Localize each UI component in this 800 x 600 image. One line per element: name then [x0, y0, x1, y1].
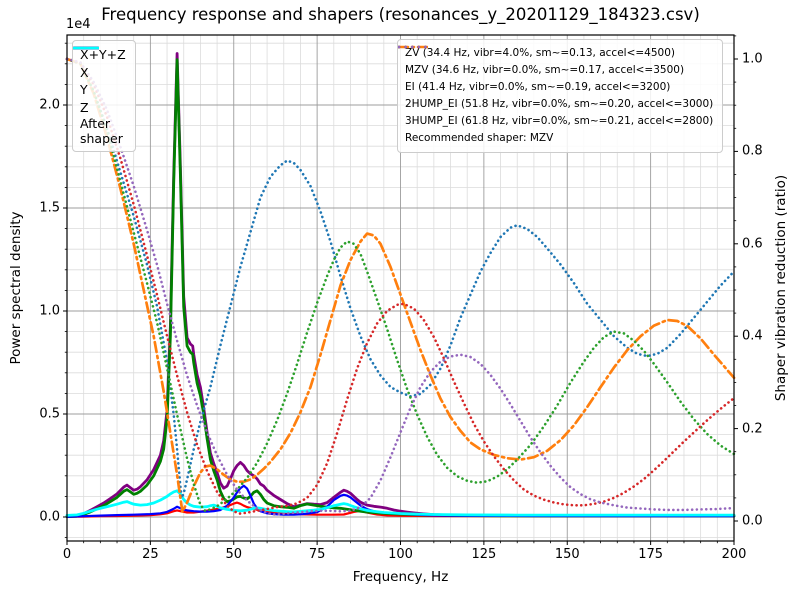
series-x-y-z [65, 52, 736, 518]
x-tick-label: 175 [638, 547, 664, 562]
chart-title: Frequency response and shapers (resonanc… [101, 5, 700, 24]
legend-shaper-label: EI (41.4 Hz, vibr=0.0%, sm~=0.19, accel<… [405, 81, 671, 93]
series-mzv [65, 57, 736, 514]
legend-psd: X+Y+Z X Y Z After shaper [72, 40, 136, 152]
legend-swatch-dotted [398, 45, 428, 49]
legend-psd-entry: X [73, 46, 126, 82]
legend-psd-label: Y [80, 82, 88, 98]
legend-shaper-label: ZV (34.4 Hz, vibr=4.0%, sm~=0.13, accel<… [405, 47, 675, 59]
legend-shaper-note-label: Recommended shaper: MZV [405, 132, 554, 144]
legend-shaper-entry: MZV (34.6 Hz, vibr=0.0%, sm~=0.17, accel… [398, 45, 713, 79]
x-tick-label: 75 [308, 547, 326, 562]
legend-shaper-note-entry: Recommended shaper: MZV [405, 130, 713, 147]
y-right-tick-label: 0.8 [742, 143, 763, 159]
legend-swatch-none [398, 40, 428, 54]
y-axis-offset-label: 1e4 [66, 17, 91, 32]
y-left-tick-label: 2.0 [39, 97, 60, 113]
legend-psd-label: After shaper [80, 116, 123, 146]
series-y [65, 58, 736, 518]
legend-shaper-entry: ZV (34.4 Hz, vibr=4.0%, sm~=0.13, accel<… [398, 45, 713, 62]
legend-shaper-label: 2HUMP_EI (51.8 Hz, vibr=0.0%, sm~=0.20, … [405, 98, 714, 110]
series-zv [65, 57, 736, 500]
legend-shaper-label: 3HUMP_EI (61.8 Hz, vibr=0.0%, sm~=0.21, … [405, 115, 714, 127]
y-right-tick-label: 0.4 [742, 328, 763, 344]
y-right-axis-label: Shaper vibration reduction (ratio) [773, 174, 789, 402]
x-tick-label: 25 [142, 547, 159, 562]
series-3hump-ei [65, 57, 736, 516]
legend-psd-entry: Y [73, 46, 126, 99]
y-left-tick-label: 0.0 [39, 509, 60, 525]
y-left-tick-label: 1.0 [39, 303, 60, 319]
x-axis-label: Frequency, Hz [352, 569, 449, 585]
legend-swatch-solid [73, 46, 99, 50]
legend-shaper-label: MZV (34.6 Hz, vibr=0.0%, sm~=0.17, accel… [405, 64, 685, 76]
series-ei [65, 57, 736, 513]
y-right-tick-label: 0.2 [742, 421, 763, 437]
legend-shapers: ZV (34.4 Hz, vibr=4.0%, sm~=0.13, accel<… [397, 39, 724, 153]
series-after-shaper [65, 489, 736, 517]
legend-psd-label: X+Y+Z [80, 47, 126, 63]
legend-psd-entry: After shaper [73, 46, 126, 146]
y-left-axis-label: Power spectral density [8, 211, 24, 365]
series-2hump-ei [65, 57, 736, 515]
y-right-tick-label: 1.0 [742, 51, 763, 67]
x-tick-label: 150 [554, 547, 580, 562]
x-tick-label: 200 [721, 547, 747, 562]
legend-shaper-entry: 3HUMP_EI (61.8 Hz, vibr=0.0%, sm~=0.21, … [398, 45, 714, 130]
y-left-tick-label: 0.5 [39, 406, 60, 422]
legend-psd-label: X [80, 64, 89, 80]
x-tick-label: 0 [62, 547, 72, 562]
legend-psd-entry: Z [73, 46, 126, 117]
legend-shaper-entry: EI (41.4 Hz, vibr=0.0%, sm~=0.19, accel<… [398, 45, 713, 96]
legend-psd-label: Z [80, 99, 89, 115]
legend-shaper-entry: 2HUMP_EI (51.8 Hz, vibr=0.0%, sm~=0.20, … [398, 45, 714, 113]
y-right-tick-label: 0.6 [742, 236, 763, 252]
x-tick-label: 100 [388, 547, 413, 562]
y-left-tick-label: 1.5 [39, 200, 60, 216]
x-tick-label: 125 [471, 547, 497, 562]
y-right-tick-label: 0.0 [742, 513, 763, 529]
x-tick-label: 50 [225, 547, 243, 562]
